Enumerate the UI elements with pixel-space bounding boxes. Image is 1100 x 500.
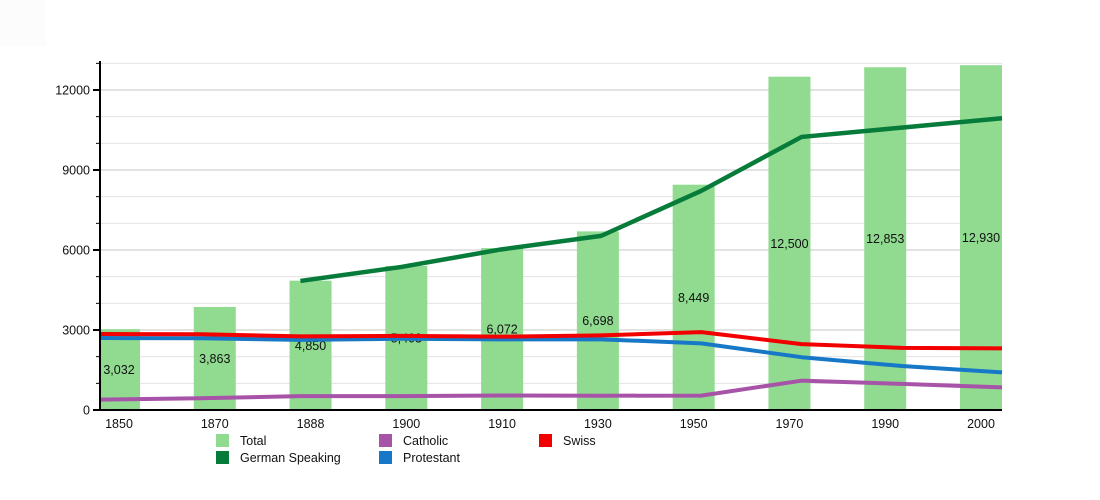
bar-1888 xyxy=(289,280,332,410)
legend-swatch-swiss xyxy=(539,434,552,447)
y-tick-label-3000: 3000 xyxy=(62,324,90,338)
y-tick-label-6000: 6000 xyxy=(62,244,90,258)
y-tick-label-12000: 12000 xyxy=(55,84,90,98)
y-tick-label-9000: 9000 xyxy=(62,164,90,178)
bar-1910 xyxy=(481,248,524,410)
y-tick-label-0: 0 xyxy=(83,404,90,418)
bar-value-label-1950: 8,449 xyxy=(678,291,709,305)
x-tick-label-1888: 1888 xyxy=(297,417,325,431)
series-line-catholic xyxy=(99,378,1003,402)
bar-1930 xyxy=(576,231,619,410)
bar-value-label-2000: 12,930 xyxy=(962,231,1000,245)
bar-value-label-1870: 3,863 xyxy=(199,352,230,366)
x-tick-label-1990: 1990 xyxy=(871,417,899,431)
legend-label-protestant: Protestant xyxy=(403,451,461,465)
x-tick-label-1870: 1870 xyxy=(201,417,229,431)
x-tick-label-1950: 1950 xyxy=(680,417,708,431)
x-tick-label-1930: 1930 xyxy=(584,417,612,431)
bar-1850 xyxy=(100,329,140,410)
bar-1870 xyxy=(193,306,236,410)
legend-swatch-total xyxy=(216,434,229,447)
legend-swatch-catholic xyxy=(379,434,392,447)
bar-value-label-1910: 6,072 xyxy=(486,323,517,337)
series-line-protestant xyxy=(99,336,1003,375)
legend-label-german-speaking: German Speaking xyxy=(240,451,341,465)
bar-1950 xyxy=(672,184,715,410)
series-line-german-speaking xyxy=(300,116,1003,284)
corner-artifact xyxy=(0,0,46,46)
bar-value-label-1990: 12,853 xyxy=(866,232,904,246)
legend-swatch-protestant xyxy=(379,451,392,464)
x-tick-label-1910: 1910 xyxy=(488,417,516,431)
legend-label-total: Total xyxy=(240,434,266,448)
x-tick-label-1850: 1850 xyxy=(105,417,133,431)
legend-label-swiss: Swiss xyxy=(563,434,596,448)
bar-1990 xyxy=(864,67,907,411)
x-tick-label-1970: 1970 xyxy=(776,417,804,431)
bar-value-label-1850: 3,032 xyxy=(103,363,134,377)
x-tick-label-2000: 2000 xyxy=(967,417,995,431)
legend-label-catholic: Catholic xyxy=(403,434,448,448)
legend-swatch-german-speaking xyxy=(216,451,229,464)
x-tick-label-1900: 1900 xyxy=(392,417,420,431)
bar-value-label-1970: 12,500 xyxy=(770,237,808,251)
bar-value-label-1888: 4,850 xyxy=(295,339,326,353)
bar-value-label-1930: 6,698 xyxy=(582,314,613,328)
series-line-swiss xyxy=(99,330,1003,351)
